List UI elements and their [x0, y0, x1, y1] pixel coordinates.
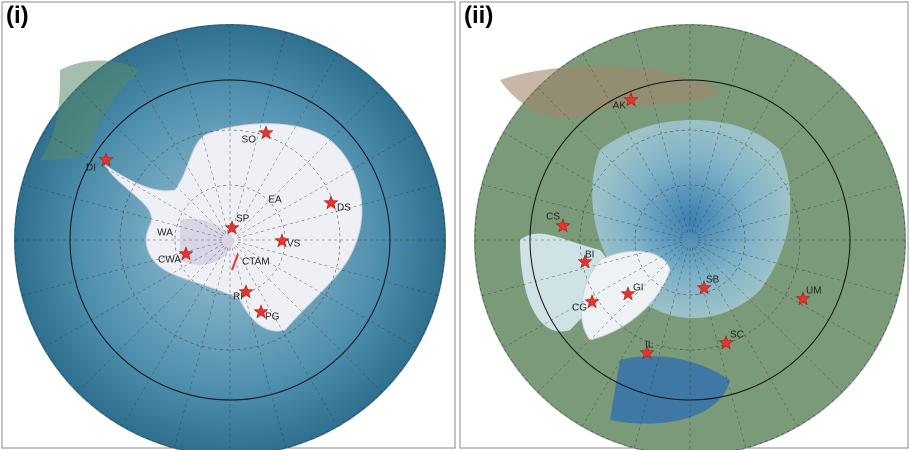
panel-antarctic: SO DI EA SP DS WA CWA VS CTAM RI PG — [2, 2, 455, 450]
site-label: EA — [268, 195, 282, 206]
site-label: GI — [633, 283, 644, 294]
site-label: CS — [546, 212, 560, 223]
site-label: SB — [706, 275, 720, 286]
site-label: WA — [157, 228, 173, 239]
site-label: CTAM — [242, 257, 270, 268]
site-label: DS — [337, 203, 351, 214]
panel-arctic: AK CS BI GI CG SB UM SC IL — [460, 2, 908, 450]
site-label: VS — [287, 239, 301, 250]
site-label: PG — [265, 312, 280, 323]
site-label: SO — [242, 135, 257, 146]
site-label: IL — [645, 340, 654, 351]
site-label: UM — [806, 286, 822, 297]
site-label: SP — [236, 214, 250, 225]
site-label: BI — [585, 250, 594, 261]
site-label: SC — [730, 330, 744, 341]
panel-label: (ii) — [464, 2, 493, 29]
site-label: DI — [86, 163, 96, 174]
site-label: AK — [613, 101, 627, 112]
site-label: CWA — [158, 255, 181, 266]
figure: SO DI EA SP DS WA CWA VS CTAM RI PG AK CS BI GI CG SB UM… — [0, 0, 910, 450]
panel-label: (i) — [6, 2, 29, 29]
site-label: CG — [572, 303, 587, 314]
site-label: RI — [233, 292, 243, 303]
